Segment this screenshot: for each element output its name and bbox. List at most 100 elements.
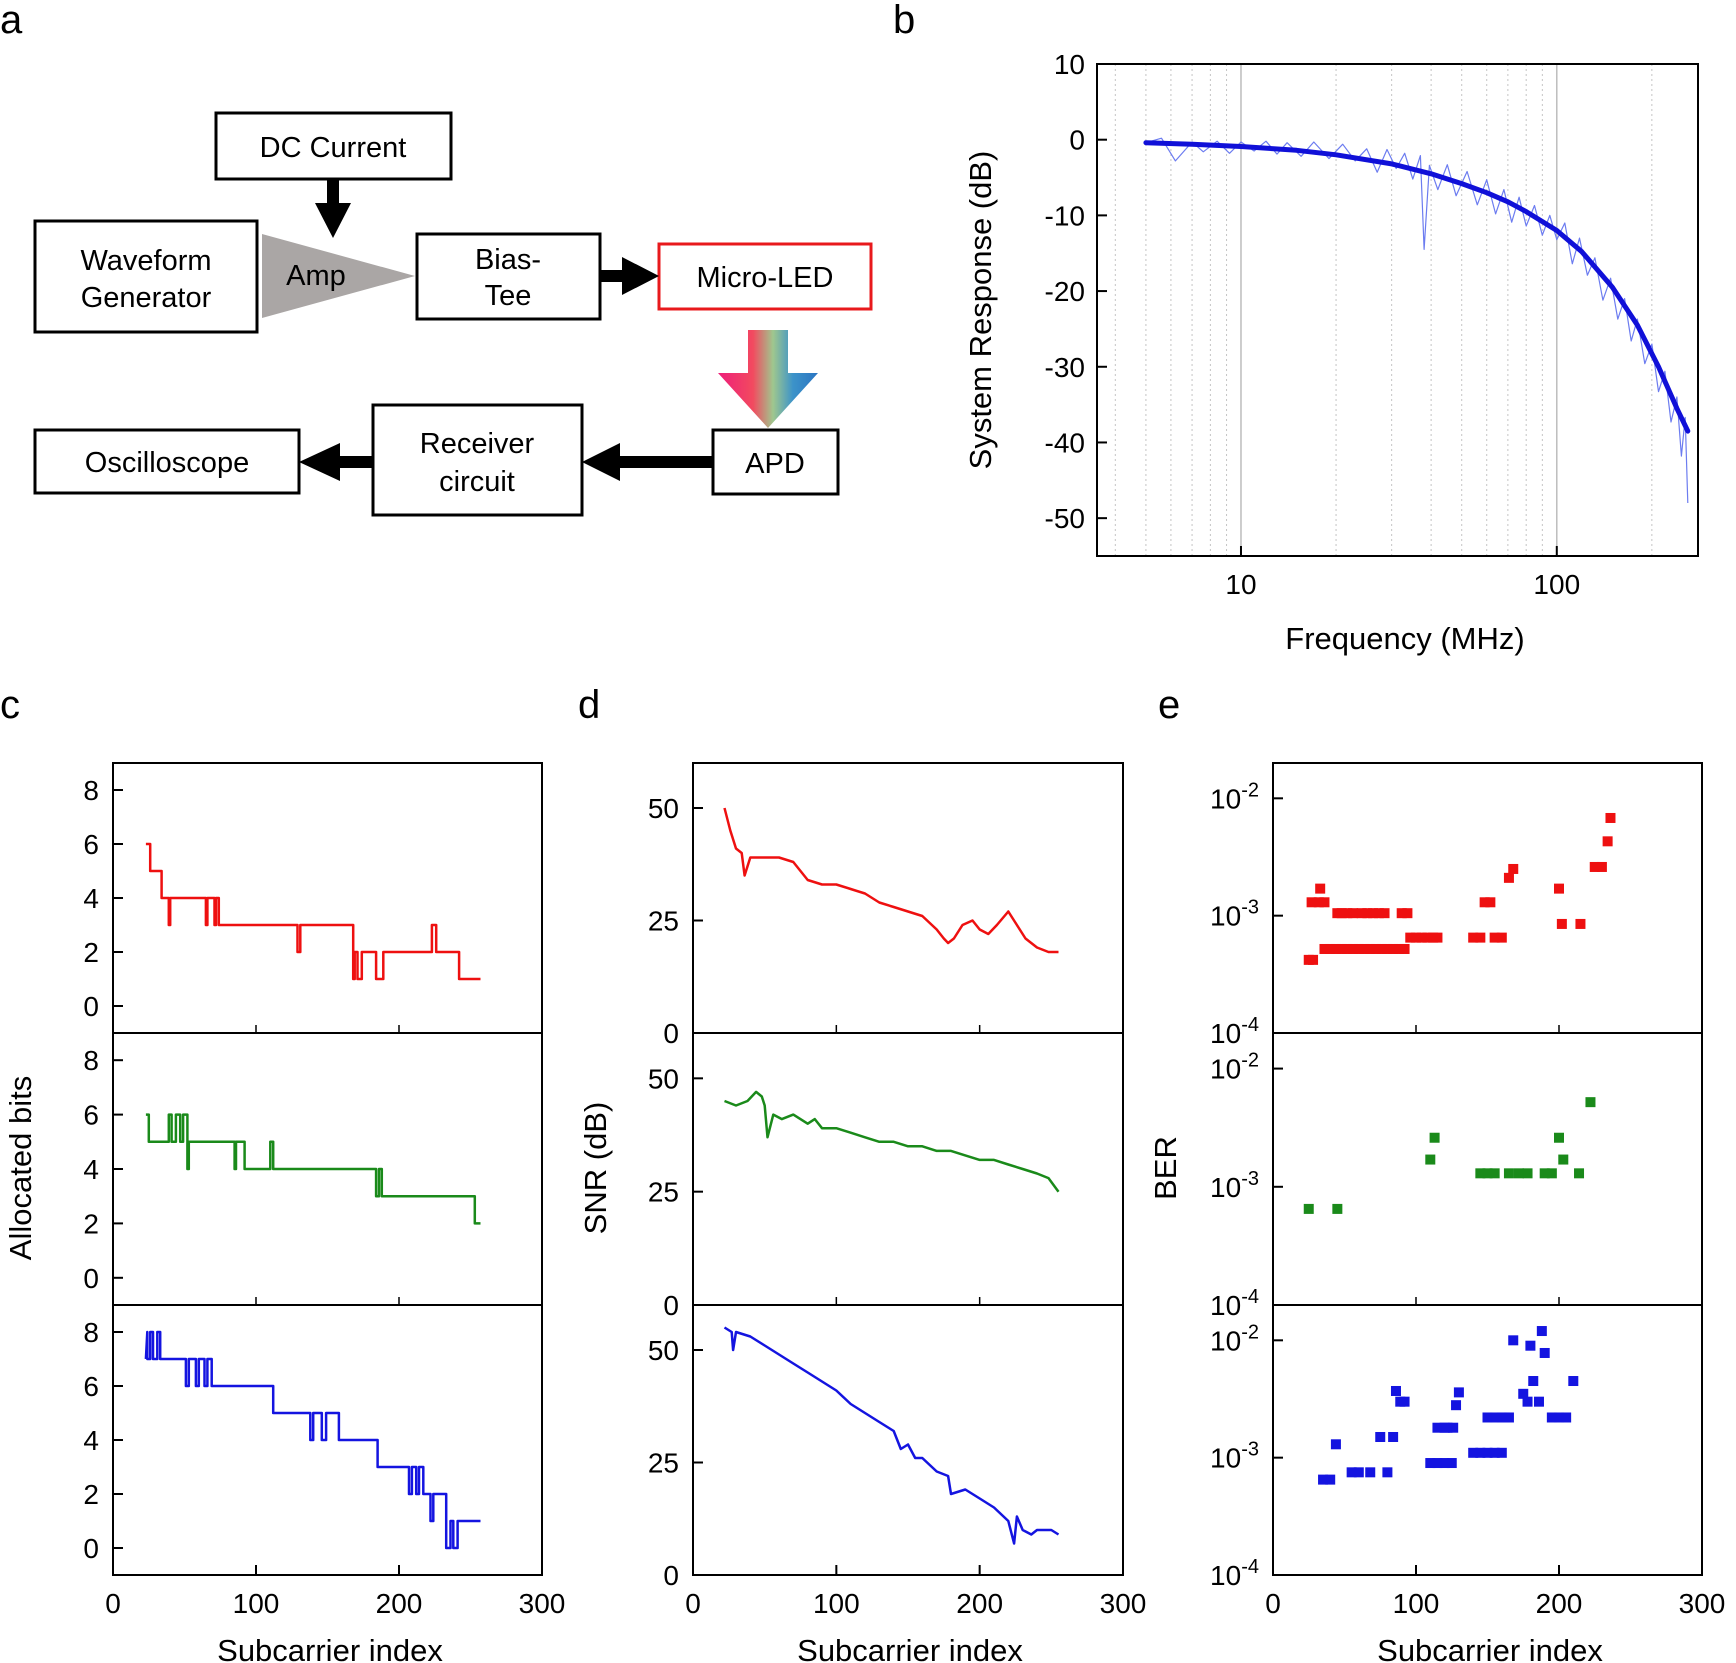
chart-d-x-tick-label: 200 [956,1588,1003,1619]
chart-d-series [723,807,1060,1545]
chart-b-series [1143,137,1691,504]
chart-e-point-red [1396,908,1407,919]
chart-c-line-blue [144,1330,481,1550]
chart-e-point-red [1503,872,1514,883]
chart-e-point-red [1556,918,1567,929]
chart-e-point-blue [1399,1396,1410,1407]
chart-e-point-blue [1468,1447,1479,1458]
amp-label: Amp [286,260,346,292]
chart-e-point-red [1319,897,1330,908]
chart-e-x-tick-label: 0 [1265,1588,1281,1619]
chart-e-point-blue [1489,1447,1500,1458]
chart-e: 0 100 200 30010-410-310-210-410-310-210-410… [1148,762,1725,1663]
dc-current-box [214,111,453,181]
chart-e-point-red [1602,836,1613,847]
chart-e-y-tick-label: 10-2 [1210,1050,1259,1085]
panel-letter-c: c [0,683,20,727]
chart-e-point-red [1308,954,1319,965]
chart-c-y-tick-label: 6 [83,829,99,860]
chart-e-point-blue [1539,1347,1550,1358]
chart-e-point-red [1376,943,1387,954]
waveform-generator-box [33,219,259,334]
chart-e-point-red [1388,943,1399,954]
chart-e-point-green [1546,1168,1557,1179]
chart-e-point-blue [1425,1458,1436,1469]
panel-letter-b: b [893,0,915,42]
chart-c-series [144,842,481,1550]
oscilloscope-label: Oscilloscope [85,447,249,479]
chart-e-point-green [1489,1168,1500,1179]
chart-d-line-red [723,807,1059,954]
chart-c-y-tick-label: 0 [83,1263,99,1294]
chart-c-line-red [145,842,481,981]
chart-e-point-blue [1568,1376,1579,1387]
chart-e-point-green [1332,1203,1343,1214]
chart-e-y-tick-label: 10-3 [1210,897,1259,932]
chart-e-point-green [1425,1154,1436,1165]
chart-e-point-blue [1432,1422,1443,1433]
chart-e-point-green [1554,1132,1564,1143]
chart-e-point-green [1522,1168,1533,1179]
chart-b-fit-line [1143,140,1691,434]
chart-c-x-label: Subcarrier index [217,1633,443,1663]
chart-e-point-blue [1496,1447,1507,1458]
apd-to-receiver-arrow-icon [582,443,713,481]
chart-e-point-blue [1346,1467,1357,1478]
chart-e-point-red [1432,932,1443,943]
dc-current-label: DC Current [260,132,407,164]
chart-d-y-tick-label: 0 [663,1560,679,1591]
chart-e-point-blue [1453,1387,1464,1398]
chart-d-y-tick-label: 0 [663,1018,679,1049]
chart-e-point-blue [1365,1467,1376,1478]
panel-letter-d: d [578,683,600,727]
chart-d-y-tick-label: 50 [648,1063,679,1094]
chart-e-point-blue [1528,1376,1539,1387]
chart-e-point-red [1368,908,1379,919]
chart-e-point-red [1313,897,1324,908]
chart-b-y-tick-label: -10 [1045,200,1085,231]
chart-e-point-green [1574,1168,1585,1179]
chart-c-y-tick-label: 0 [83,1533,99,1564]
chart-b-y-tick-label: 10 [1054,49,1085,80]
chart-c-x-tick-label: 0 [105,1588,121,1619]
chart-e-point-blue [1439,1422,1450,1433]
chart-d-y-tick-label: 0 [663,1290,679,1321]
chart-e-point-blue [1318,1474,1329,1485]
bias-tee-box [415,232,602,321]
receiver-label-line2: circuit [439,466,515,498]
chart-c: 0 100 200 300 0 2 4 6 8 0 2 4 6 8 0 2 4 6 8 Subcarrier ind… [3,762,565,1663]
chart-e-point-red [1575,918,1586,929]
chart-b-y-tick-label: 0 [1069,125,1085,156]
chart-e-point-blue [1388,1431,1399,1442]
chart-d-y-tick-label: 25 [648,1448,679,1479]
chart-e-point-blue [1561,1412,1572,1423]
chart-e-point-green [1513,1168,1524,1179]
chart-e-point-blue [1325,1474,1336,1485]
chart-e-y-tick-label: 10-2 [1210,779,1259,814]
chart-d-ticks: 0 100 200 300 0 25 50 0 25 50 0 25 50 [648,793,1147,1619]
chart-e-point-red [1605,812,1616,823]
chart-e-point-green [1503,1168,1514,1179]
chart-e-point-blue [1482,1412,1493,1423]
chart-b-y-label: System Response (dB) [963,151,998,470]
chart-e-point-red [1373,908,1384,919]
chart-e-point-blue [1439,1458,1450,1469]
chart-e-point-green [1558,1154,1569,1165]
chart-e-point-red [1382,943,1393,954]
chart-e-point-red [1468,932,1479,943]
chart-b-y-tick-label: -40 [1045,427,1085,458]
micro-led-label: Micro-LED [697,262,834,294]
chart-e-point-red [1319,943,1330,954]
chart-c-y-tick-label: 4 [83,1425,99,1456]
micro-led-box [657,242,873,311]
bias-to-led-arrow-icon [600,257,659,295]
chart-e-point-blue [1451,1400,1462,1411]
chart-e-point-red [1379,908,1390,919]
chart-e-point-red [1359,943,1370,954]
amp-triangle [262,234,415,318]
panel-letter-e: e [1158,683,1180,727]
chart-c-y-tick-label: 6 [83,1371,99,1402]
